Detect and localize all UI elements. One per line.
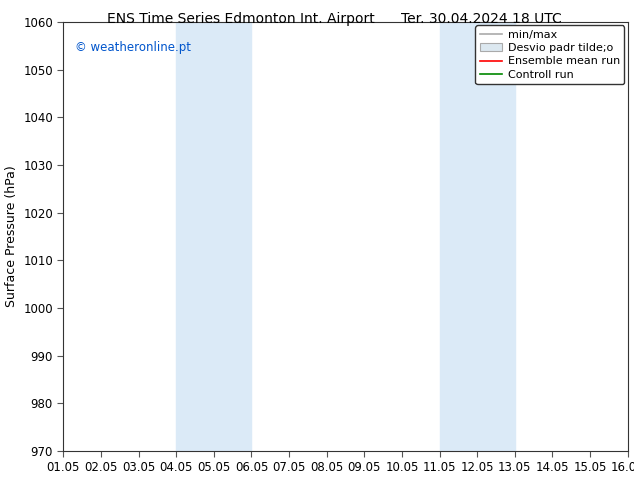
Text: Ter. 30.04.2024 18 UTC: Ter. 30.04.2024 18 UTC xyxy=(401,12,562,26)
Text: ENS Time Series Edmonton Int. Airport: ENS Time Series Edmonton Int. Airport xyxy=(107,12,375,26)
Bar xyxy=(176,22,252,451)
Y-axis label: Surface Pressure (hPa): Surface Pressure (hPa) xyxy=(4,166,18,307)
Bar xyxy=(439,22,515,451)
Legend: min/max, Desvio padr tilde;o, Ensemble mean run, Controll run: min/max, Desvio padr tilde;o, Ensemble m… xyxy=(476,25,624,84)
Text: © weatheronline.pt: © weatheronline.pt xyxy=(75,41,191,54)
